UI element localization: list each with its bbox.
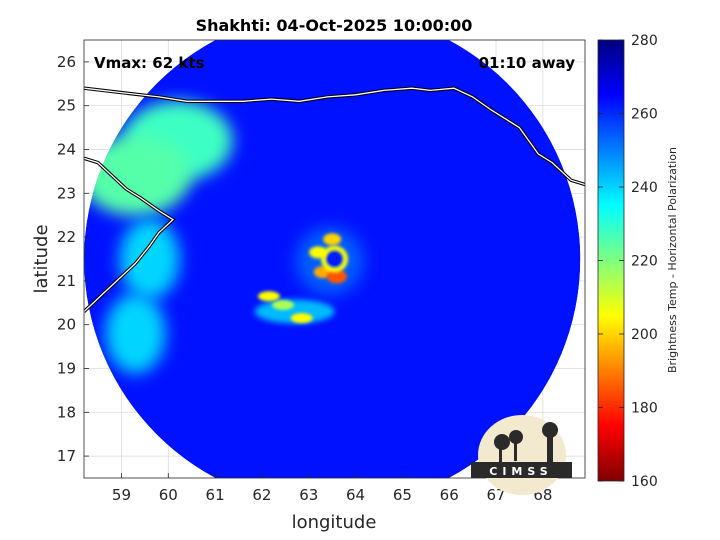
y-tick-label: 25 [57,97,76,115]
eyewall-core-blob [326,269,347,284]
rainband-blob [257,291,280,302]
warm-land-coast-blob [84,135,191,216]
x-tick-label: 65 [393,486,412,504]
x-tick-label: 64 [346,486,365,504]
colorbar-tick-label: 280 [631,33,658,49]
y-tick-label: 23 [57,184,76,202]
rainband-blob [271,299,294,310]
colorbar-tick-label: 180 [631,401,658,417]
y-tick-label: 18 [57,403,76,421]
cyclone-features [254,227,364,324]
x-tick-label: 67 [486,486,505,504]
eye-center [328,253,341,265]
x-tick-label: 59 [112,486,131,504]
x-tick-label: 60 [159,486,178,504]
x-axis-label: longitude [292,512,377,533]
cimss-logo-text: CIMSS [489,465,552,478]
colorbar-tick-label: 260 [631,107,658,123]
near-coast-band-blob [119,219,180,299]
colorbar-tick-label: 200 [631,327,658,343]
chart-title: Shakhti: 04-Oct-2025 10:00:00 [196,16,473,35]
y-axis-ticks: 17 18 19 20 21 22 23 24 25 26 [57,53,89,465]
coastline-west-inner [84,157,175,313]
x-tick-label: 63 [299,486,318,504]
y-tick-label: 22 [57,228,76,246]
eyewall-ring [321,245,348,273]
x-tick-label: 66 [440,486,459,504]
cimss-logo: CIMSS [471,415,572,495]
x-axis-ticks: 59 60 61 62 63 64 65 66 67 68 [112,473,552,504]
y-tick-label: 24 [57,141,76,159]
colorbar-tick-label: 220 [631,254,658,270]
eyewall-blob [323,233,342,246]
plot-area: 59 60 61 62 63 64 65 66 67 68 1718192021222324252… [57,39,586,504]
y-tick-label: 26 [57,53,76,71]
y-tick-label: 17 [57,447,76,465]
y-tick-label: 20 [57,316,76,334]
coastline-north-inner [84,87,585,186]
time-away-annotation: 01:10 away [479,54,576,72]
rainband-blob [290,313,313,324]
y-tick-label: 21 [57,272,76,290]
colorbar-label: Brightness Temp - Horizontal Polarizatio… [666,147,679,373]
near-coast-band-blob [105,293,166,374]
y-axis-label: latitude [31,224,52,293]
colorbar-tick-label: 160 [631,474,658,490]
vmax-annotation: Vmax: 62 kts [94,54,204,72]
y-tick-label: 19 [57,360,76,378]
colorbar-ticks: 160 180 200 220 240 260 280 [598,33,658,490]
plot-frame [83,39,586,479]
warm-land-regions [84,100,233,374]
x-tick-label: 62 [252,486,271,504]
colorbar-tick-label: 240 [631,180,658,196]
colorbar: 160 180 200 220 240 260 280 Brightness Temp - … [597,33,679,490]
x-tick-label: 61 [206,486,225,504]
brightness-temp-field [84,40,581,478]
